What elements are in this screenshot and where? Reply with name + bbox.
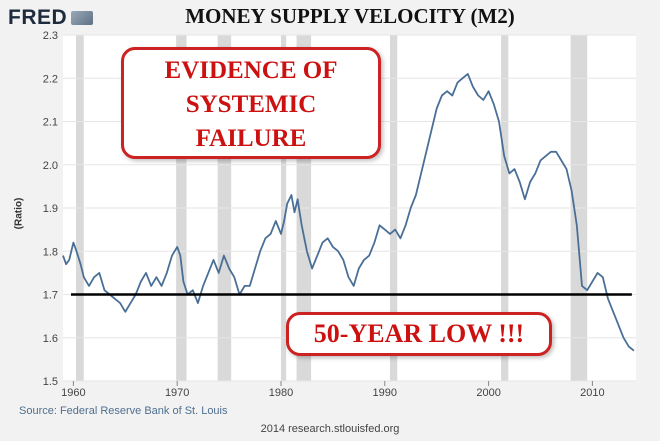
y-tick-label: 2.1 bbox=[43, 117, 58, 129]
x-tick-label: 2000 bbox=[476, 387, 500, 399]
x-axis-ticks: 1960 1970 1980 1990 2000 2010 bbox=[61, 381, 605, 399]
fred-logo: FRED bbox=[8, 6, 94, 30]
y-tick-label: 2.2 bbox=[43, 73, 58, 85]
y-axis-ticks: 1.5 1.6 1.7 1.8 1.9 2.0 2.1 2.2 2.3 bbox=[43, 30, 58, 388]
y-axis-label: (Ratio) bbox=[13, 197, 25, 230]
y-tick-label: 1.7 bbox=[43, 290, 58, 302]
footer-credit: 2014 research.stlouisfed.org bbox=[260, 423, 400, 435]
y-tick-label: 1.6 bbox=[43, 333, 58, 345]
x-tick-label: 1960 bbox=[61, 387, 85, 399]
fifty-year-low-callout: 50-YEAR LOW !!! bbox=[286, 312, 552, 356]
y-tick-label: 2.3 bbox=[43, 30, 58, 42]
y-tick-label: 1.8 bbox=[43, 246, 58, 258]
x-tick-label: 1990 bbox=[373, 387, 397, 399]
chart-trend-icon bbox=[71, 11, 94, 26]
source-note: Source: Federal Reserve Bank of St. Loui… bbox=[19, 405, 228, 417]
y-tick-label: 1.5 bbox=[43, 376, 58, 388]
x-tick-label: 1980 bbox=[269, 387, 293, 399]
evidence-callout: EVIDENCE OF SYSTEMIC FAILURE bbox=[121, 47, 381, 159]
y-tick-label: 1.9 bbox=[43, 203, 58, 215]
callout-line: 50-YEAR LOW !!! bbox=[313, 319, 525, 348]
y-tick-label: 2.0 bbox=[43, 160, 58, 172]
logo-text: FRED bbox=[8, 6, 68, 29]
x-tick-label: 2010 bbox=[580, 387, 604, 399]
callout-line: FAILURE bbox=[195, 125, 307, 152]
x-tick-label: 1970 bbox=[165, 387, 189, 399]
callout-line: SYSTEMIC bbox=[185, 91, 317, 118]
callout-line: EVIDENCE OF bbox=[164, 57, 338, 84]
velocity-series-line bbox=[62, 73, 635, 352]
chart-title: MONEY SUPPLY VELOCITY (M2) bbox=[185, 4, 515, 28]
